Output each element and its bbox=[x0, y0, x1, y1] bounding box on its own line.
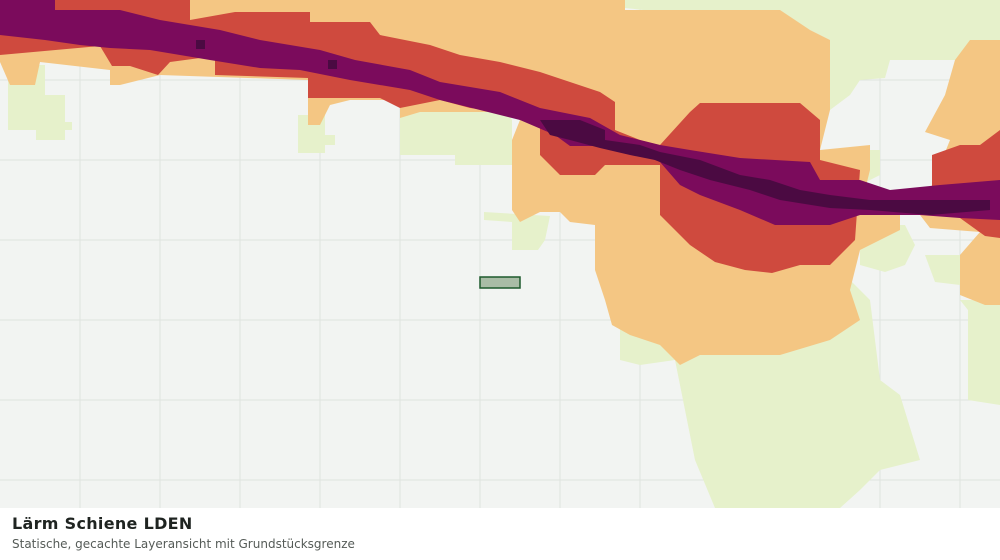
map-title: Lärm Schiene LDEN bbox=[12, 514, 193, 533]
parcel-boundary bbox=[479, 276, 521, 289]
noise-zone-extreme bbox=[196, 40, 990, 215]
noise-zone-low bbox=[8, 0, 1000, 508]
caption: Lärm Schiene LDEN Statische, gecachte La… bbox=[0, 508, 1000, 560]
map-subtitle: Statische, gecachte Layeransicht mit Gru… bbox=[12, 537, 355, 551]
noise-zone-very-high bbox=[0, 0, 1000, 225]
map-view bbox=[0, 0, 1000, 508]
